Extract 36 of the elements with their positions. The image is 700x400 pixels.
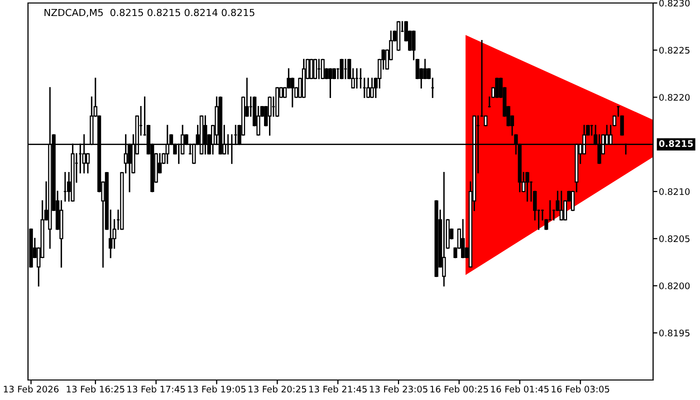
y-tick-label: 0.8205	[659, 235, 690, 242]
candlestick	[320, 58, 325, 80]
candlestick	[340, 58, 344, 80]
candlestick	[461, 219, 465, 258]
text: NZDCAD,M5 0.8215 0.8215 0.8214 0.8215	[44, 8, 254, 18]
x-tick-label: 13 Feb 16:25	[66, 386, 124, 393]
candlestick	[560, 190, 564, 220]
candlestick	[290, 78, 294, 108]
x-tick-label: 13 Feb 17:45	[127, 386, 185, 393]
x-tick-label: 16 Feb 00:25	[430, 386, 488, 393]
candlestick	[332, 68, 336, 80]
candlestick	[423, 58, 427, 80]
x-tick-label: 13 Feb 19:05	[188, 386, 246, 393]
x-tick-label: 13 Feb 21:45	[309, 386, 367, 393]
x-tick-label: 16 Feb 01:45	[491, 386, 549, 393]
candlestick	[442, 172, 446, 286]
candlestick	[370, 78, 374, 98]
x-tick-label: 13 Feb 2026	[4, 386, 59, 393]
x-tick-label: 16 Feb 03:05	[552, 386, 610, 393]
y-tick-label: 0.8200	[659, 282, 690, 290]
candlestick	[313, 58, 318, 80]
x-tick-label: 13 Feb 20:25	[248, 386, 306, 393]
candlestick	[268, 96, 272, 136]
y-tick-label: 0.8195	[659, 330, 690, 336]
y-tick-label: 0.8225	[659, 46, 690, 54]
ref-line-label: 0.8215	[659, 140, 693, 147]
candlestick	[328, 68, 332, 98]
y-tick-label: 0.8220	[659, 94, 690, 101]
candlestick	[495, 78, 499, 98]
candlestick	[366, 78, 370, 98]
candlestick	[310, 58, 314, 80]
y-tick-label: 0.8210	[659, 188, 690, 196]
candlestick	[525, 172, 530, 202]
candlestick	[86, 153, 90, 174]
y-tick-label: 0.8230	[659, 0, 690, 7]
x-tick-label: 13 Feb 23:05	[370, 386, 428, 393]
